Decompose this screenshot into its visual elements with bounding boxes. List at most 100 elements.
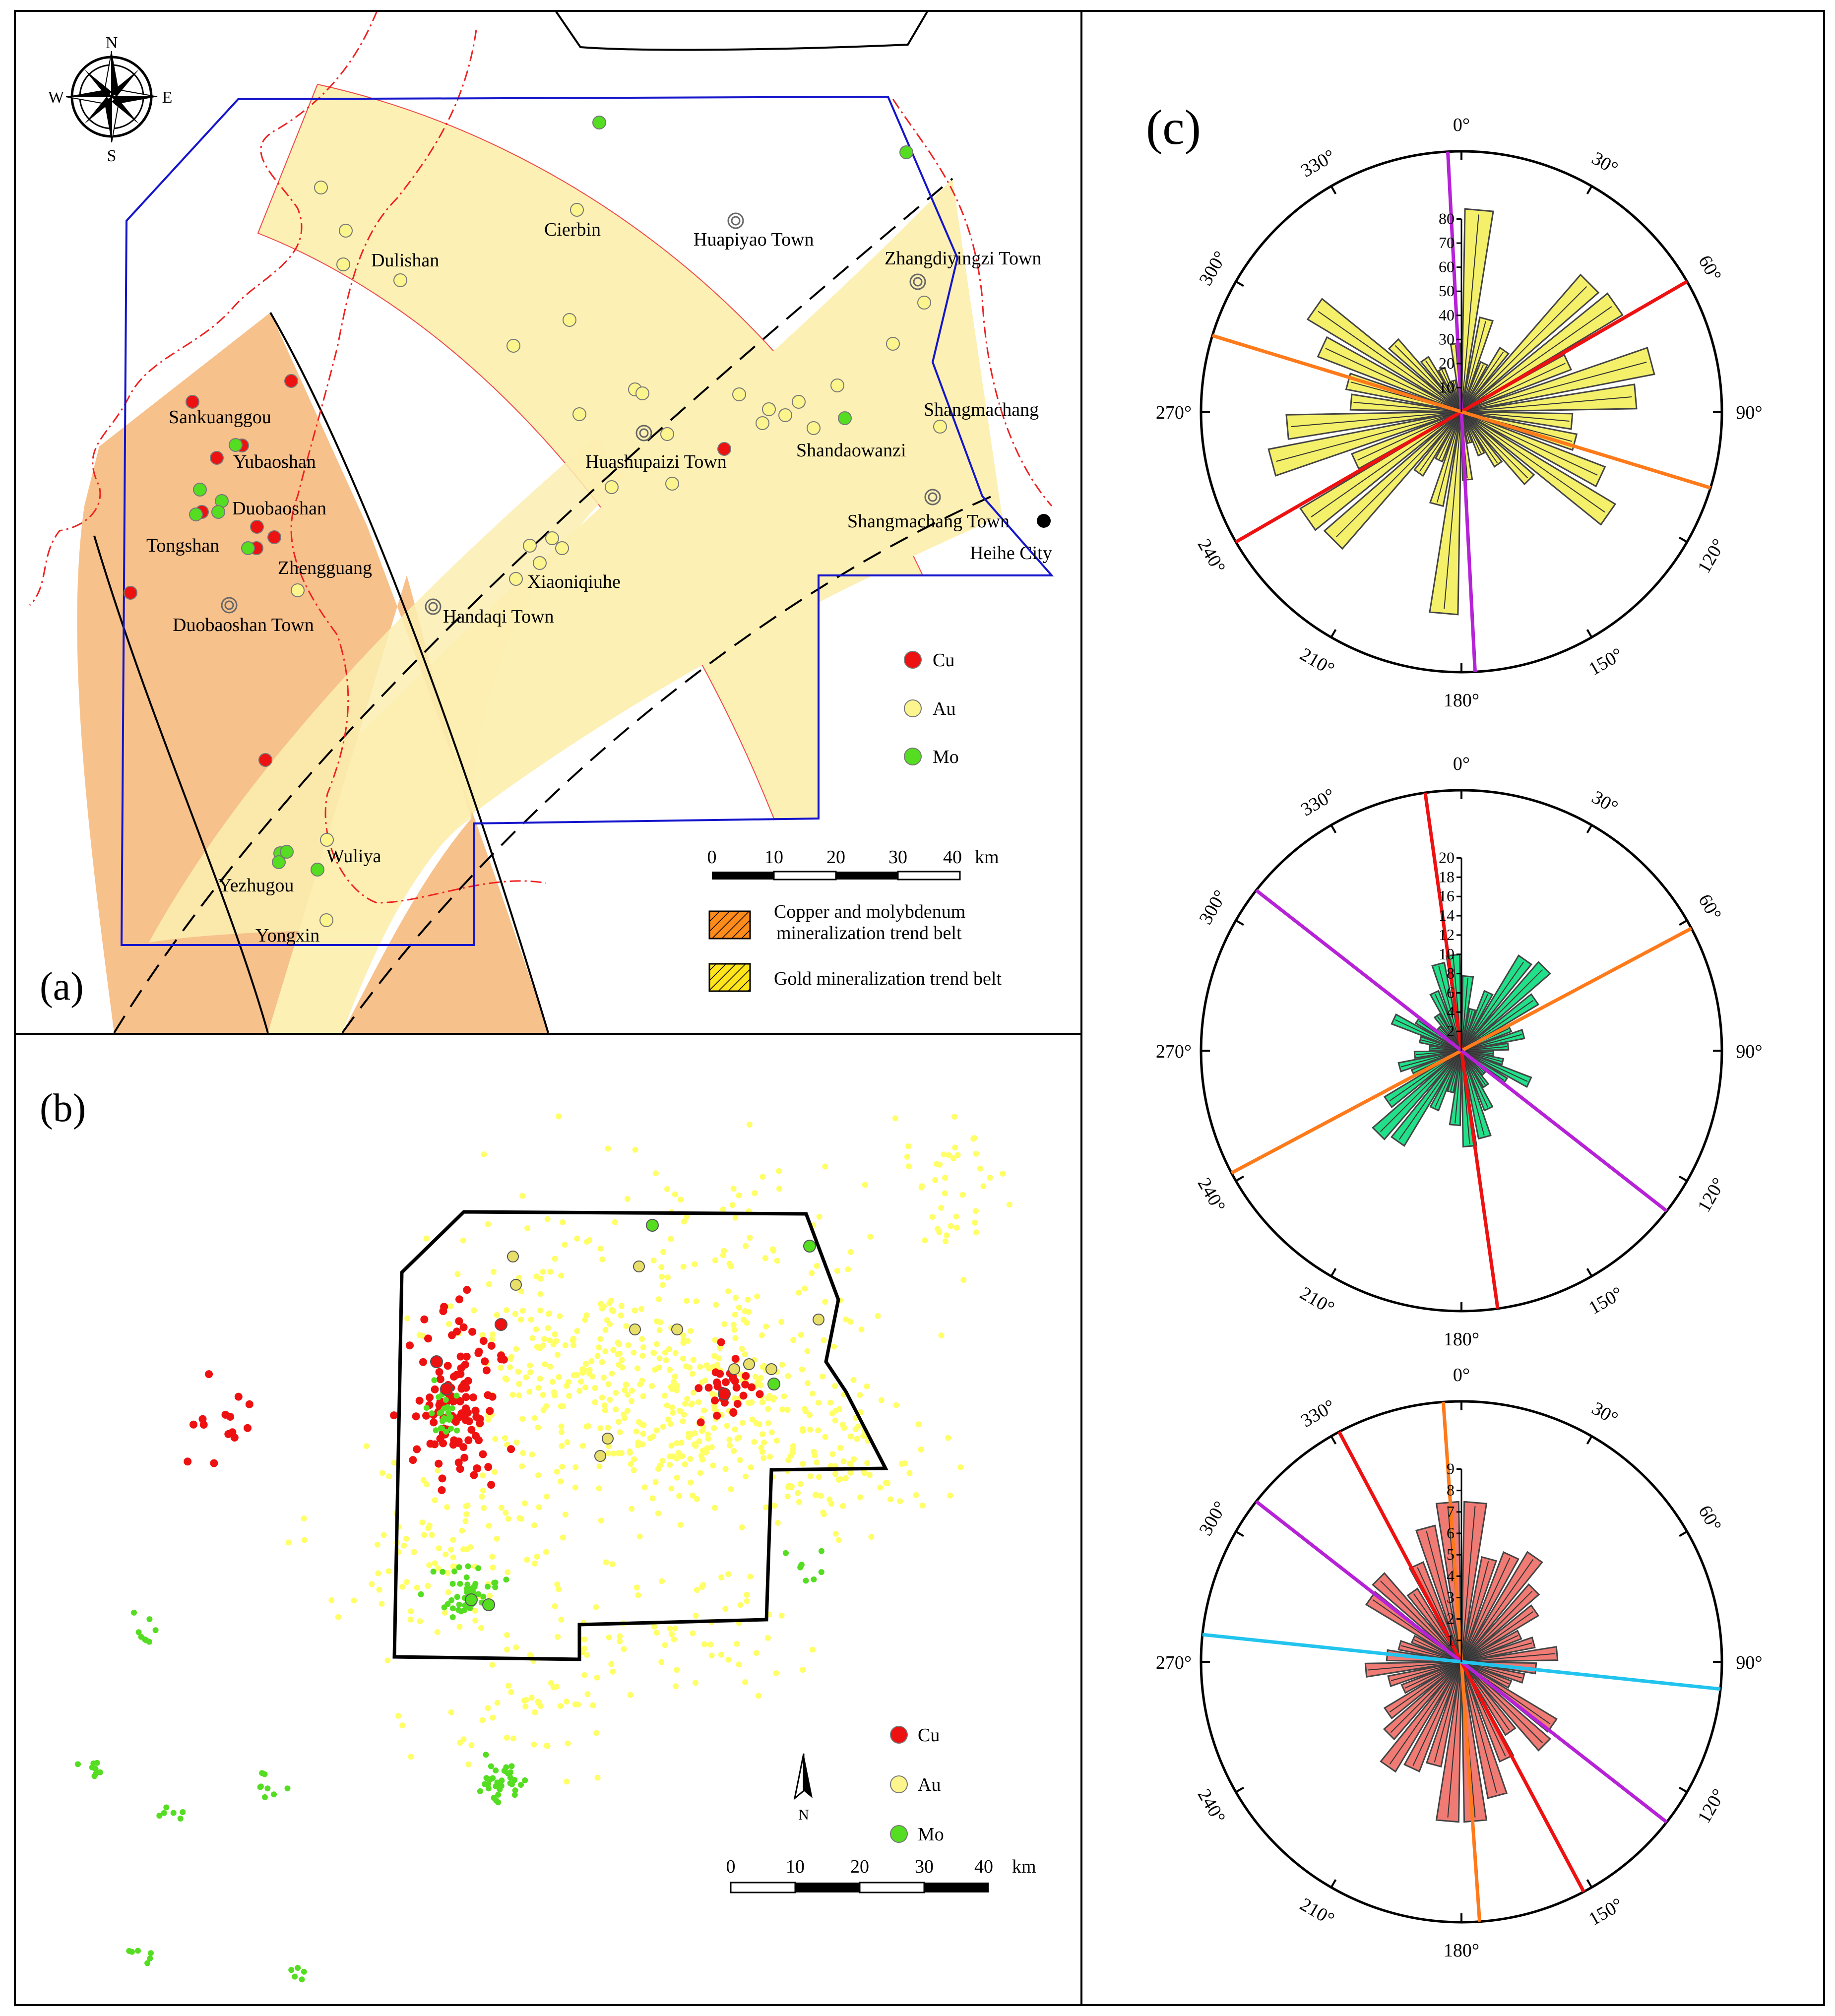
sample-point [797, 1564, 804, 1571]
rose-spoke [1461, 286, 1587, 412]
sample-point [395, 1712, 401, 1719]
sample-point [973, 1229, 979, 1236]
sample-point [455, 1317, 463, 1325]
sample-point [918, 1184, 925, 1191]
sample-point [554, 1468, 560, 1475]
sample-point [494, 1535, 500, 1542]
sample-point [718, 1651, 724, 1658]
sample-point [375, 1570, 381, 1576]
sample-point [778, 1319, 784, 1325]
sample-point [170, 1810, 177, 1816]
sample-point [557, 1703, 564, 1709]
sample-point [562, 1512, 569, 1518]
sample-point [413, 1445, 421, 1453]
rose-spoke [1461, 321, 1486, 412]
label-tongshan: Tongshan [146, 535, 219, 556]
rose-tick [1586, 1268, 1593, 1277]
sample-point [391, 1459, 397, 1466]
rose-spoke [1461, 396, 1632, 412]
sample-point [821, 1337, 827, 1343]
sample-point [448, 1597, 455, 1603]
rose-radial-label: 1 [1447, 1631, 1455, 1649]
sample-point [694, 1587, 700, 1593]
sample-point [677, 1408, 684, 1415]
rose-radial-label: 30 [1439, 330, 1455, 348]
sample-point [450, 1537, 456, 1543]
sample-point [351, 1597, 357, 1604]
sample-point [732, 1214, 739, 1221]
sample-point [489, 1554, 496, 1560]
rose-spoke [1276, 411, 1462, 462]
sample-point [582, 1317, 588, 1323]
sample-point [558, 1616, 565, 1623]
sample-point [509, 1391, 516, 1398]
sample-point [147, 1955, 153, 1961]
sample-point [432, 1560, 438, 1567]
rose-spoke [1461, 1046, 1508, 1051]
rose-spoke [1404, 1661, 1462, 1689]
sample-point [696, 1418, 705, 1427]
sample-point [462, 1518, 469, 1524]
sample-point [434, 1629, 441, 1636]
rose-angle-label: 90° [1736, 1652, 1762, 1673]
sample-point [832, 1471, 838, 1477]
sample-point [295, 1965, 301, 1971]
sample-point [471, 1307, 477, 1314]
sample-point [416, 1332, 423, 1338]
rose-spoke [1437, 411, 1462, 503]
sample-point [494, 1312, 500, 1318]
deposit-point [743, 1358, 755, 1370]
sample-point [732, 1395, 738, 1401]
sample-point [795, 1490, 801, 1496]
sample-point [672, 1373, 678, 1380]
sample-point [987, 1175, 993, 1181]
sample-point [415, 1396, 424, 1405]
sample-point [559, 1463, 566, 1470]
rose-tick [1235, 1175, 1244, 1182]
sample-point [639, 1353, 646, 1359]
sample-point [597, 1425, 604, 1432]
sample-point [742, 1351, 748, 1357]
sample-point [728, 1486, 734, 1492]
sample-point [695, 1384, 703, 1392]
sample-point [582, 1384, 588, 1390]
sample-point [480, 1593, 487, 1600]
sample-point [535, 1385, 542, 1391]
sample-point [487, 1481, 496, 1489]
sample-point [732, 1312, 738, 1318]
sample-point [464, 1436, 473, 1445]
sample-point [829, 1451, 836, 1457]
sample-point [707, 1641, 714, 1648]
rose-angle-label: 0° [1453, 754, 1470, 774]
sample-point [609, 1370, 615, 1377]
sample-point [597, 1336, 604, 1342]
deposit-point [594, 1450, 606, 1462]
rose-angle-label: 0° [1453, 115, 1470, 135]
sample-point [680, 1355, 686, 1362]
label-wuliya: Wuliya [326, 846, 381, 867]
sample-point [731, 1355, 740, 1363]
heihe-city-marker [1037, 514, 1051, 528]
sample-point [450, 1563, 456, 1570]
sample-point [640, 1344, 646, 1350]
sample-point [694, 1496, 700, 1502]
label-yongxin: Yongxin [255, 925, 319, 946]
sample-point [758, 1445, 764, 1451]
rose-angle-label: 180° [1444, 1329, 1479, 1350]
scale-a-tick-1: 10 [764, 847, 783, 868]
sample-point [485, 1583, 491, 1590]
panel-a-label: (a) [40, 965, 84, 1008]
sample-point [711, 1353, 717, 1359]
sample-point [572, 1464, 579, 1470]
sample-point [692, 1680, 698, 1686]
sample-point [617, 1429, 623, 1436]
sample-point [474, 1349, 483, 1357]
sample-point [517, 1317, 524, 1323]
sample-point [868, 1534, 875, 1540]
label-shangmachang: Shangmachang [924, 399, 1039, 420]
sample-point [606, 1443, 612, 1449]
sample-point [759, 1174, 766, 1180]
sample-point [754, 1380, 760, 1386]
sample-point [704, 1384, 713, 1392]
sample-point [857, 1392, 863, 1398]
